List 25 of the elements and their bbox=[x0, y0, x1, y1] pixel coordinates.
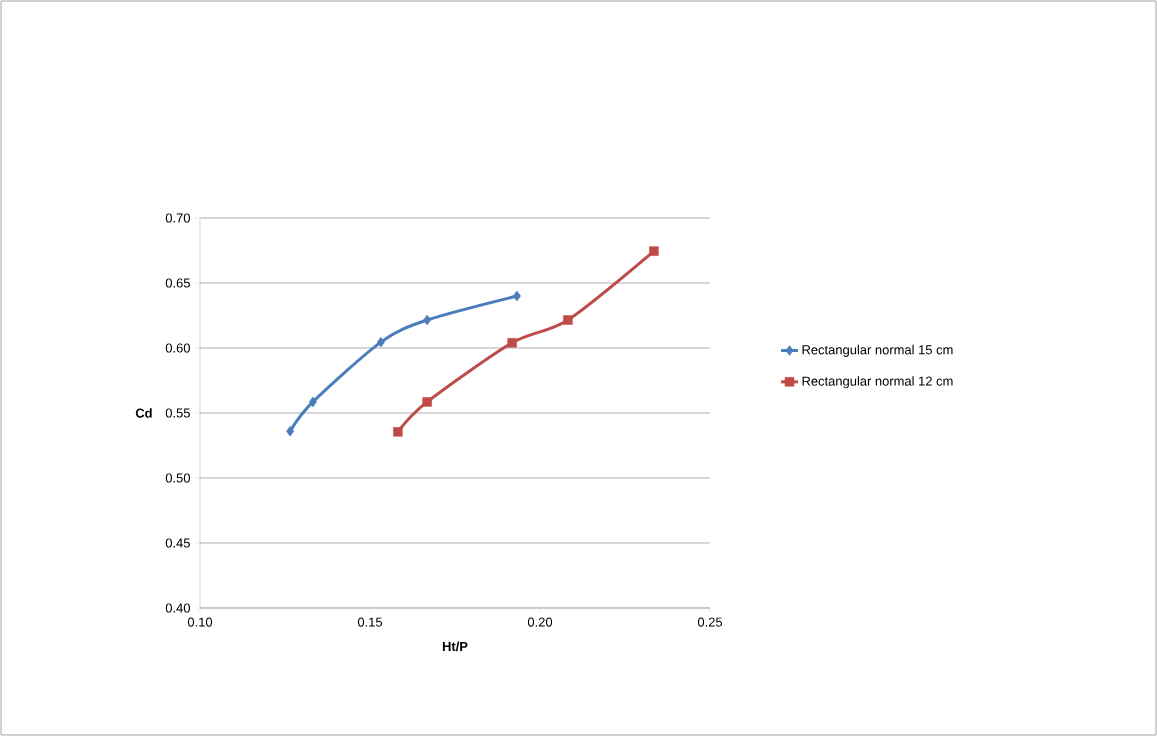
y-tick-label: 0.45 bbox=[165, 538, 190, 548]
y-axis-title: Cd bbox=[135, 408, 152, 418]
point bbox=[308, 396, 317, 408]
x-tick-label: 0.20 bbox=[527, 617, 553, 627]
legend-label: Rectangular normal 12 cm bbox=[802, 376, 953, 389]
y-tick-label: 0.70 bbox=[165, 213, 190, 223]
y-tick-label: 0.40 bbox=[165, 603, 190, 613]
x-tick-label: 0.25 bbox=[697, 617, 723, 627]
point bbox=[649, 246, 659, 256]
y-tick-label: 0.65 bbox=[165, 278, 190, 288]
y-tick-label: 0.55 bbox=[165, 408, 190, 418]
y-tick-label: 0.50 bbox=[165, 473, 190, 483]
x-tick-label: 0.15 bbox=[357, 617, 383, 627]
x-axis-title: Ht/P bbox=[442, 641, 468, 652]
point bbox=[423, 314, 432, 326]
point bbox=[512, 290, 521, 302]
point bbox=[422, 397, 432, 407]
y-tick-label: 0.60 bbox=[165, 343, 190, 353]
point bbox=[393, 427, 403, 437]
point bbox=[563, 315, 573, 325]
legend-label: Rectangular normal 15 cm bbox=[802, 344, 953, 357]
point bbox=[507, 338, 517, 348]
point bbox=[376, 336, 385, 348]
point bbox=[286, 425, 295, 437]
x-tick-label: 0.10 bbox=[187, 617, 213, 627]
